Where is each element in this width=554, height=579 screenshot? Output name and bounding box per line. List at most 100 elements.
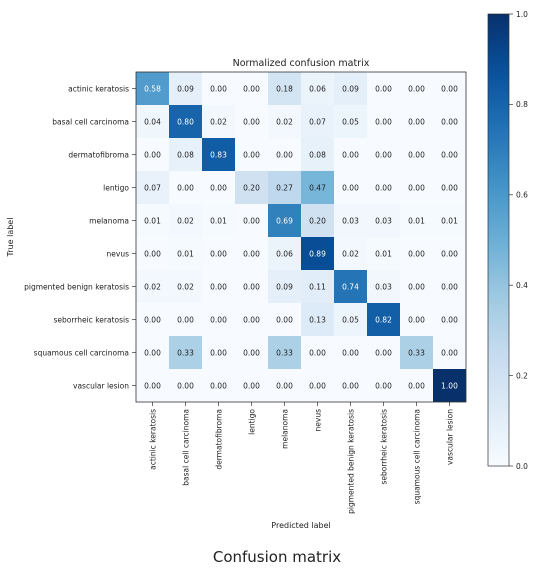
heatmap-cell	[202, 303, 235, 336]
y-tick-label: melanoma	[89, 216, 129, 225]
cell-value-label: 0.00	[210, 283, 227, 292]
cell-value-label: 0.00	[309, 349, 326, 358]
cell-value-label: 0.33	[177, 349, 194, 358]
cell-value-label: 0.02	[342, 250, 359, 259]
cell-value-label: 0.01	[375, 250, 392, 259]
cell-value-label: 0.80	[177, 118, 194, 127]
cell-value-label: 0.00	[441, 184, 458, 193]
heatmap-cell	[400, 336, 433, 369]
heatmap-cell	[334, 171, 367, 204]
y-tick-label: vascular lesion	[73, 381, 129, 390]
x-tick-label: basal cell carcinoma	[181, 409, 190, 486]
heatmap-cell	[433, 369, 466, 402]
heatmap-cell	[136, 369, 169, 402]
heatmap-cell	[334, 72, 367, 105]
heatmap-cell	[169, 237, 202, 270]
cell-value-label: 0.00	[441, 85, 458, 94]
heatmap-cell	[367, 204, 400, 237]
plot-frame	[135, 71, 467, 403]
heatmap-cell	[334, 138, 367, 171]
heatmap-cell	[367, 138, 400, 171]
y-tick-label: seborrheic keratosis	[53, 315, 129, 324]
colorbar-tick-label: 0.6	[516, 191, 528, 200]
cell-value-label: 0.00	[375, 151, 392, 160]
heatmap-cell	[367, 336, 400, 369]
x-tick-label: seborrheic keratosis	[379, 409, 388, 485]
heatmap-cell	[301, 138, 334, 171]
cell-value-label: 0.00	[408, 184, 425, 193]
y-tick-label: lentigo	[103, 183, 129, 192]
heatmap-cell	[301, 336, 334, 369]
colorbar-tick-label: 0.0	[516, 462, 528, 471]
heatmap-cell	[136, 138, 169, 171]
heatmap-cell	[268, 171, 301, 204]
heatmap-cell	[169, 303, 202, 336]
heatmap-cell	[400, 237, 433, 270]
heatmap-cell	[235, 303, 268, 336]
cell-value-label: 0.00	[441, 151, 458, 160]
colorbar	[487, 13, 510, 467]
heatmap-cell	[268, 369, 301, 402]
cell-value-label: 0.09	[342, 85, 359, 94]
heatmap-cell	[334, 369, 367, 402]
cell-value-label: 0.00	[243, 118, 260, 127]
heatmap-cell	[235, 138, 268, 171]
heatmap-cell	[367, 72, 400, 105]
cell-value-label: 0.05	[342, 118, 359, 127]
cell-value-label: 0.00	[441, 316, 458, 325]
cell-value-label: 0.00	[408, 151, 425, 160]
colorbar-tick-label: 0.2	[516, 371, 528, 380]
heatmap-cell	[136, 237, 169, 270]
cell-value-label: 0.00	[243, 217, 260, 226]
cell-value-label: 0.00	[144, 250, 161, 259]
cell-value-label: 0.00	[243, 250, 260, 259]
heatmap-cell	[235, 270, 268, 303]
heatmap-cell	[268, 303, 301, 336]
cell-value-label: 0.00	[408, 382, 425, 391]
cell-value-label: 0.00	[441, 349, 458, 358]
heatmap-cell	[334, 303, 367, 336]
heatmap-cell	[235, 171, 268, 204]
x-axis-label: Predicted label	[271, 521, 330, 530]
x-tick-label: squamous cell carcinoma	[412, 409, 421, 504]
cell-value-label: 0.00	[210, 382, 227, 391]
colorbar-tick-label: 0.4	[516, 281, 528, 290]
cell-value-label: 0.00	[342, 382, 359, 391]
cell-value-label: 0.08	[177, 151, 194, 160]
heatmap-cell	[235, 72, 268, 105]
heatmap-cell	[334, 204, 367, 237]
cell-value-label: 0.00	[243, 283, 260, 292]
cell-value-label: 0.00	[210, 316, 227, 325]
cell-value-label: 0.00	[375, 85, 392, 94]
cell-value-label: 0.00	[276, 151, 293, 160]
cell-value-label: 0.00	[210, 85, 227, 94]
heatmap-cell	[136, 204, 169, 237]
heatmap-cell	[334, 336, 367, 369]
cell-value-label: 0.01	[408, 217, 425, 226]
heatmap-cell	[268, 270, 301, 303]
cell-value-label: 0.09	[177, 85, 194, 94]
cell-value-label: 0.02	[276, 118, 293, 127]
heatmap-cell	[136, 303, 169, 336]
cell-value-label: 0.00	[210, 184, 227, 193]
heatmap-cell	[235, 369, 268, 402]
heatmap-cell	[301, 72, 334, 105]
heatmap-cell	[202, 204, 235, 237]
cell-value-label: 0.00	[408, 250, 425, 259]
cell-value-label: 0.83	[210, 151, 227, 160]
x-tick-label: dermatofibroma	[214, 409, 223, 470]
heatmap-cell	[136, 336, 169, 369]
heatmap-cell	[235, 336, 268, 369]
cell-value-label: 0.00	[408, 316, 425, 325]
heatmap-cell	[202, 369, 235, 402]
heatmap-cell	[367, 270, 400, 303]
cell-value-label: 0.33	[276, 349, 293, 358]
cell-value-label: 0.06	[276, 250, 293, 259]
heatmap-cell	[202, 72, 235, 105]
confusion-matrix-chart: Normalized confusion matrix 0.58 0.09 0.00 0…	[6, 10, 528, 530]
x-tick-label: melanoma	[280, 409, 289, 449]
cell-value-label: 0.05	[342, 316, 359, 325]
heatmap-cell	[169, 72, 202, 105]
heatmap-cell	[136, 171, 169, 204]
heatmap-cell	[400, 72, 433, 105]
